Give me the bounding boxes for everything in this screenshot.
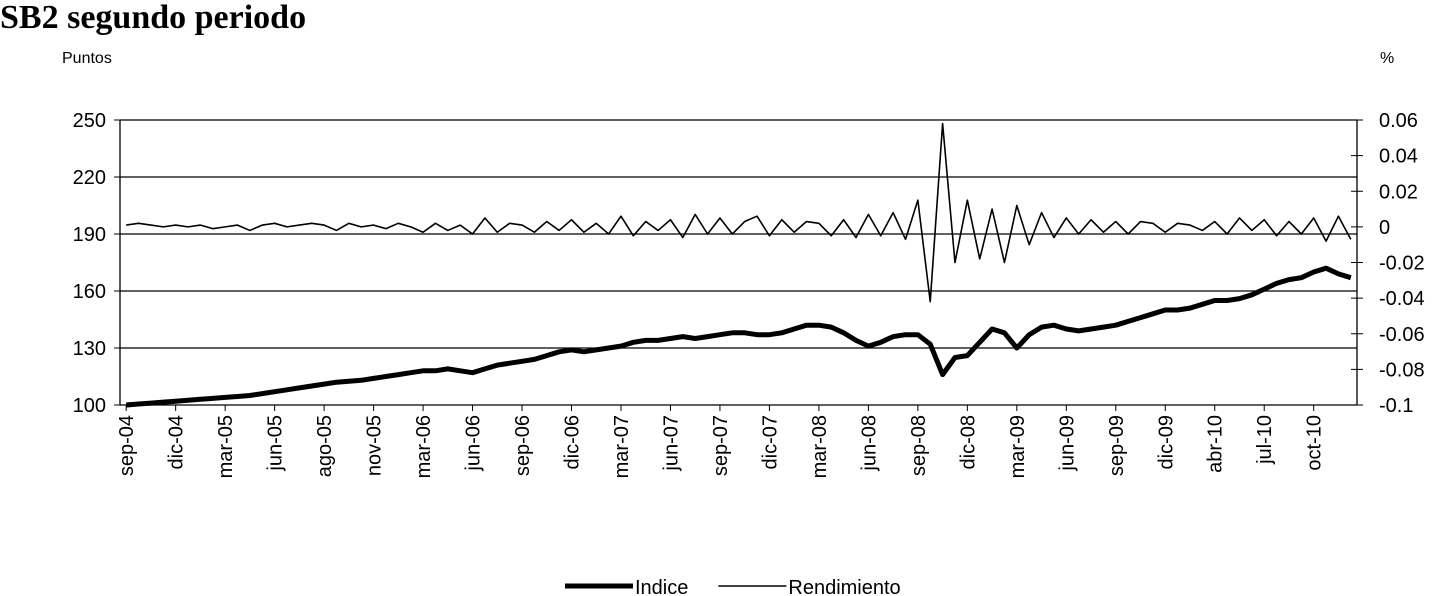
x-tick-label: mar-06: [413, 415, 435, 478]
y2-tick-label: -0.1: [1379, 395, 1413, 417]
y-tick-label: 220: [73, 167, 106, 189]
x-tick-label: jun-09: [1056, 415, 1078, 472]
x-tick-label: ago-05: [314, 415, 336, 477]
chart-title: SB2 segundo periodo: [0, 0, 306, 36]
x-tick-label: sep-09: [1106, 415, 1128, 476]
x-tick-label: abr-10: [1205, 415, 1227, 473]
y2-tick-label: -0.02: [1379, 253, 1425, 275]
y2-tick-label: 0: [1379, 217, 1390, 239]
y-tick-label: 160: [73, 281, 106, 303]
x-tick-label: dic-07: [759, 415, 781, 469]
series-line: [126, 122, 1352, 303]
x-tick-label: jul-10: [1254, 415, 1276, 465]
x-tick-label: dic-09: [1155, 415, 1177, 469]
x-tick-label: jun-06: [463, 415, 485, 472]
y2-tick-label: 0.06: [1379, 110, 1418, 132]
y2-tick-label: -0.04: [1379, 288, 1425, 310]
x-tick-label: sep-08: [908, 415, 930, 476]
y-tick-label: 250: [73, 110, 106, 132]
y2-axis-label: %: [1380, 50, 1394, 67]
x-tick-label: jun-05: [265, 415, 287, 472]
y2-tick-label: -0.06: [1379, 324, 1425, 346]
x-tick-label: sep-06: [512, 415, 534, 476]
y-axis-label: Puntos: [62, 50, 112, 67]
y-tick-label: 190: [73, 224, 106, 246]
x-tick-label: mar-07: [611, 415, 633, 478]
x-tick-label: sep-07: [710, 415, 732, 476]
x-tick-label: nov-05: [364, 415, 386, 476]
legend-label: Rendimiento: [788, 577, 900, 596]
y2-tick-label: 0.02: [1379, 181, 1418, 203]
legend-label: Indice: [635, 577, 688, 596]
x-tick-label: oct-10: [1304, 415, 1326, 471]
y2-tick-label: 0.04: [1379, 146, 1418, 168]
x-tick-label: dic-06: [562, 415, 584, 469]
x-tick-label: jun-08: [858, 415, 880, 472]
x-tick-label: dic-08: [957, 415, 979, 469]
y-tick-label: 100: [73, 395, 106, 417]
x-tick-label: mar-09: [1007, 415, 1029, 478]
x-tick-label: mar-05: [215, 415, 237, 478]
series-line: [125, 265, 1352, 408]
y2-tick-label: -0.08: [1379, 359, 1425, 381]
x-tick-label: sep-04: [116, 415, 138, 476]
x-tick-label: dic-04: [166, 415, 188, 469]
x-tick-label: jun-07: [660, 415, 682, 472]
x-tick-label: mar-08: [809, 415, 831, 478]
y-tick-label: 130: [73, 338, 106, 360]
